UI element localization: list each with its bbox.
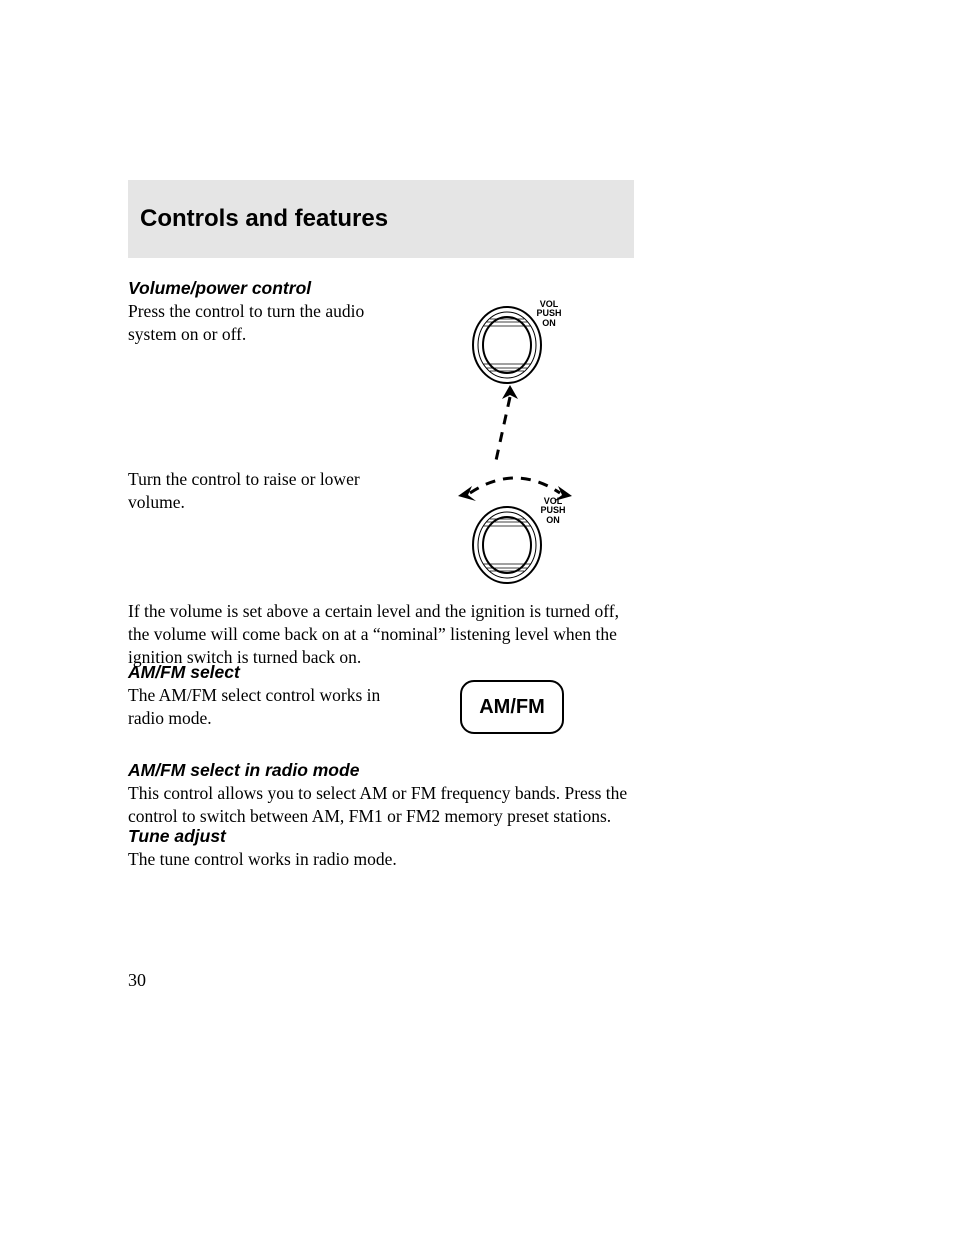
- illustration-knob-bottom: VOL PUSH ON: [460, 500, 580, 600]
- para-tune-adjust: The tune control works in radio mode.: [128, 848, 634, 871]
- section-volume-power: Volume/power control: [128, 278, 634, 299]
- para-vol-nominal: If the volume is set above a certain lev…: [128, 600, 634, 668]
- heading-amfm-radio-mode: AM/FM select in radio mode: [128, 760, 634, 781]
- body-text: Turn the control to raise or lower volum…: [128, 468, 388, 514]
- chapter-title: Controls and features: [140, 205, 388, 233]
- body-text: The AM/FM select control works in radio …: [128, 684, 398, 730]
- section-header-band: Controls and features: [128, 180, 634, 258]
- section-tune-adjust: Tune adjust: [128, 826, 634, 847]
- heading-amfm-select: AM/FM select: [128, 662, 634, 683]
- para-amfm-select: The AM/FM select control works in radio …: [128, 684, 398, 730]
- body-text: If the volume is set above a certain lev…: [128, 600, 634, 668]
- para-amfm-radio-mode: This control allows you to select AM or …: [128, 782, 634, 828]
- body-text: Press the control to turn the audio syst…: [128, 300, 388, 346]
- knob-label: VOL PUSH ON: [534, 300, 564, 328]
- knob-label-line: ON: [546, 515, 560, 525]
- page-number: 30: [128, 970, 146, 991]
- knob-label: VOL PUSH ON: [538, 497, 568, 525]
- amfm-button-label: AM/FM: [479, 696, 545, 719]
- body-text: The tune control works in radio mode.: [128, 848, 634, 871]
- heading-tune-adjust: Tune adjust: [128, 826, 634, 847]
- section-amfm-select: AM/FM select: [128, 662, 634, 683]
- body-text: This control allows you to select AM or …: [128, 782, 634, 828]
- amfm-button: AM/FM: [460, 680, 564, 734]
- knob-label-line: ON: [542, 318, 556, 328]
- section-amfm-radio-mode: AM/FM select in radio mode: [128, 760, 634, 781]
- para-vol-press: Press the control to turn the audio syst…: [128, 300, 388, 346]
- page: Controls and features Volume/power contr…: [0, 0, 954, 1235]
- heading-volume-power: Volume/power control: [128, 278, 634, 299]
- para-vol-turn: Turn the control to raise or lower volum…: [128, 468, 388, 514]
